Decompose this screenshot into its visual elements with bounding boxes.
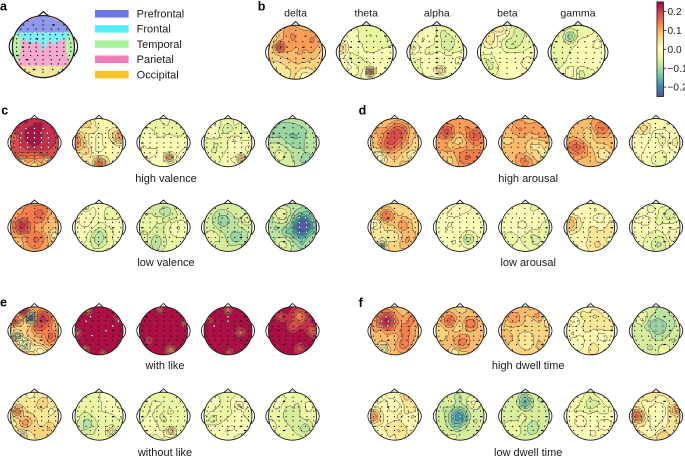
svg-text:beta: beta xyxy=(497,7,518,19)
svg-text:without like: without like xyxy=(137,447,192,457)
svg-text:d: d xyxy=(359,104,367,118)
svg-text:Prefrontal: Prefrontal xyxy=(137,9,185,21)
svg-text:Parietal: Parietal xyxy=(137,54,174,66)
svg-text:high valence: high valence xyxy=(135,173,197,185)
svg-text:b: b xyxy=(258,0,266,13)
svg-text:delta: delta xyxy=(284,7,307,19)
svg-text:low arousal: low arousal xyxy=(500,257,555,269)
svg-text:c: c xyxy=(1,103,8,117)
svg-text:theta: theta xyxy=(355,7,379,19)
svg-text:f: f xyxy=(359,296,364,310)
svg-text:with like: with like xyxy=(144,360,184,372)
svg-text:gamma: gamma xyxy=(560,7,595,19)
svg-text:high arousal: high arousal xyxy=(498,173,558,185)
svg-text:low valence: low valence xyxy=(137,257,194,269)
svg-text:0.2: 0.2 xyxy=(668,7,682,18)
svg-text:−0.2: −0.2 xyxy=(668,83,685,94)
svg-text:Occipital: Occipital xyxy=(137,69,179,81)
svg-text:alpha: alpha xyxy=(424,7,450,19)
svg-text:a: a xyxy=(0,0,8,14)
svg-text:low dwell time: low dwell time xyxy=(494,447,562,457)
svg-text:0.1: 0.1 xyxy=(668,26,682,37)
svg-text:0.0: 0.0 xyxy=(668,45,682,56)
svg-text:Frontal: Frontal xyxy=(137,24,171,36)
svg-text:Temporal: Temporal xyxy=(137,39,182,51)
svg-text:−0.1: −0.1 xyxy=(668,64,685,75)
svg-text:e: e xyxy=(0,296,7,310)
svg-text:high dwell time: high dwell time xyxy=(492,360,565,372)
